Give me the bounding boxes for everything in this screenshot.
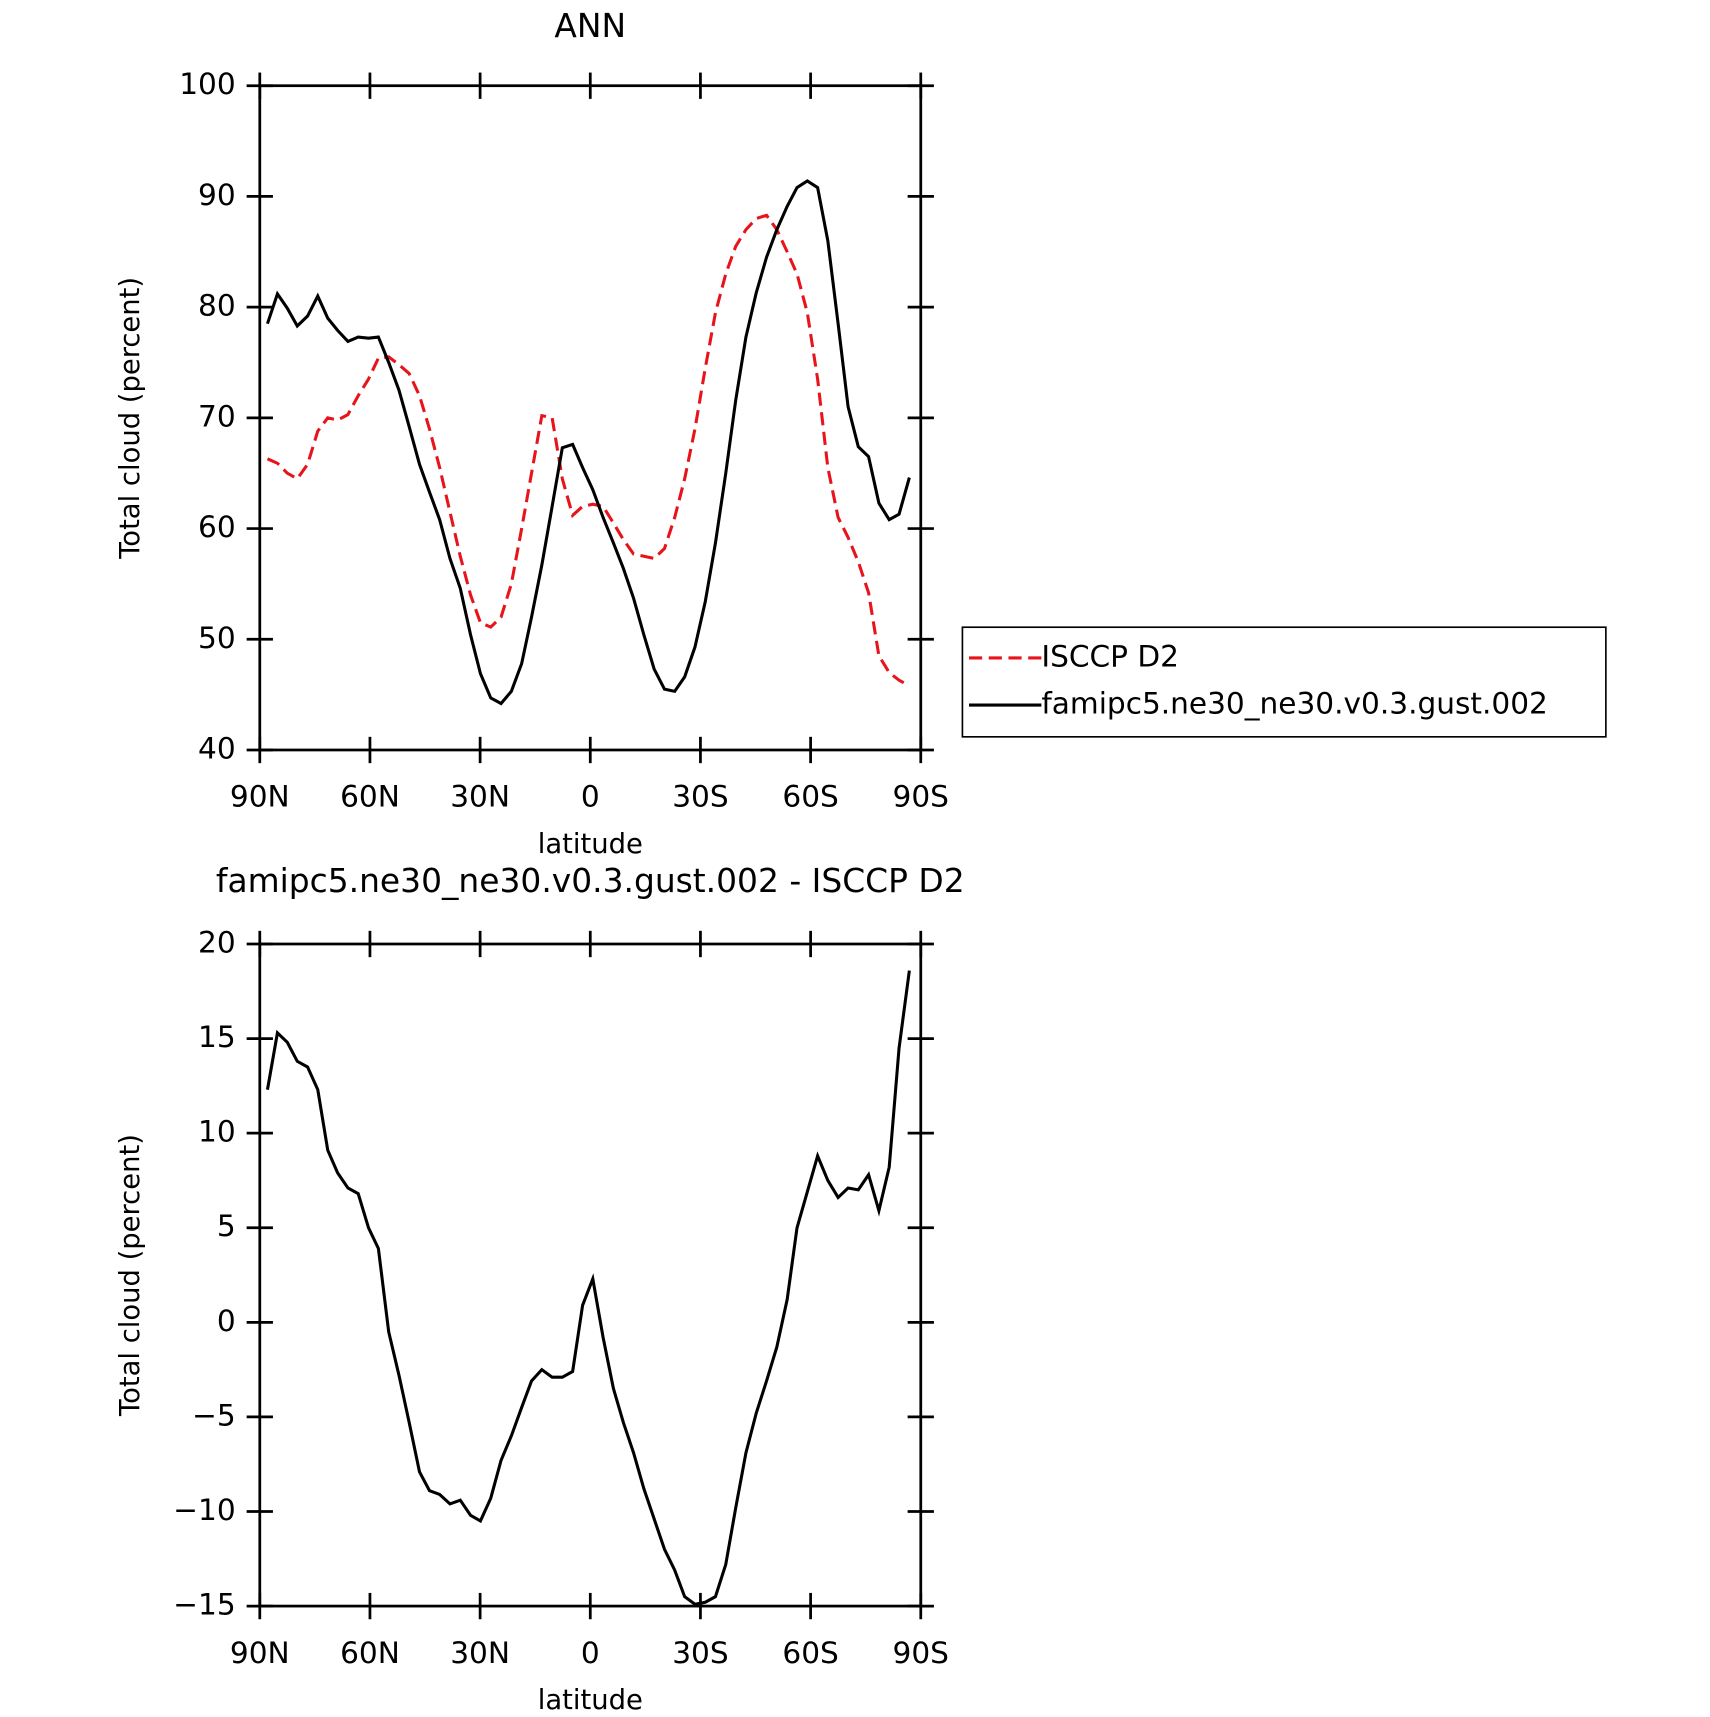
x-tick-label: 30S bbox=[672, 780, 728, 814]
y-tick-label: 20 bbox=[198, 926, 236, 960]
data-line bbox=[266, 179, 911, 706]
x-tick-label: 60S bbox=[782, 780, 838, 814]
x-axis-label: latitude bbox=[538, 1685, 643, 1716]
x-tick-label: 30N bbox=[450, 780, 510, 814]
x-tick-label: 60S bbox=[782, 1636, 838, 1670]
y-tick-label: −15 bbox=[173, 1588, 235, 1622]
x-tick-label: 90S bbox=[893, 780, 949, 814]
y-tick-label: 90 bbox=[198, 178, 236, 212]
legend-label: famipc5.ne30_ne30.v0.3.gust.002 bbox=[1041, 687, 1548, 721]
y-tick-label: 0 bbox=[217, 1304, 236, 1338]
x-tick-label: 0 bbox=[581, 1636, 600, 1670]
x-tick-label: 90N bbox=[230, 1636, 290, 1670]
y-tick-label: 80 bbox=[198, 289, 236, 323]
y-tick-label: 40 bbox=[198, 731, 236, 765]
legend-label: ISCCP D2 bbox=[1041, 639, 1179, 673]
legend-box bbox=[961, 626, 1607, 738]
y-tick-label: 5 bbox=[217, 1209, 236, 1243]
y-axis-label: Total cloud (percent) bbox=[115, 1134, 146, 1417]
y-tick-label: 60 bbox=[198, 510, 236, 544]
y-tick-label: 100 bbox=[179, 67, 235, 101]
y-tick-label: −5 bbox=[192, 1398, 236, 1432]
y-tick-label: −10 bbox=[173, 1493, 235, 1527]
y-axis-label: Total cloud (percent) bbox=[115, 277, 146, 560]
chart-title: famipc5.ne30_ne30.v0.3.gust.002 - ISCCP … bbox=[216, 861, 965, 900]
x-tick-label: 60N bbox=[340, 780, 400, 814]
plot-frame bbox=[258, 942, 923, 1608]
x-tick-label: 90S bbox=[893, 1636, 949, 1670]
y-tick-label: 70 bbox=[198, 399, 236, 433]
data-line bbox=[266, 213, 911, 688]
x-tick-label: 30S bbox=[672, 1636, 728, 1670]
chart-title: ANN bbox=[554, 6, 626, 45]
x-axis-label: latitude bbox=[538, 829, 643, 860]
x-tick-label: 30N bbox=[450, 1636, 510, 1670]
y-tick-label: 10 bbox=[198, 1115, 236, 1149]
data-line bbox=[265, 970, 911, 1606]
plot-frame bbox=[258, 84, 923, 752]
y-tick-label: 50 bbox=[198, 621, 236, 655]
x-tick-label: 0 bbox=[581, 780, 600, 814]
y-tick-label: 15 bbox=[198, 1020, 236, 1054]
x-tick-label: 90N bbox=[230, 780, 290, 814]
x-tick-label: 60N bbox=[340, 1636, 400, 1670]
